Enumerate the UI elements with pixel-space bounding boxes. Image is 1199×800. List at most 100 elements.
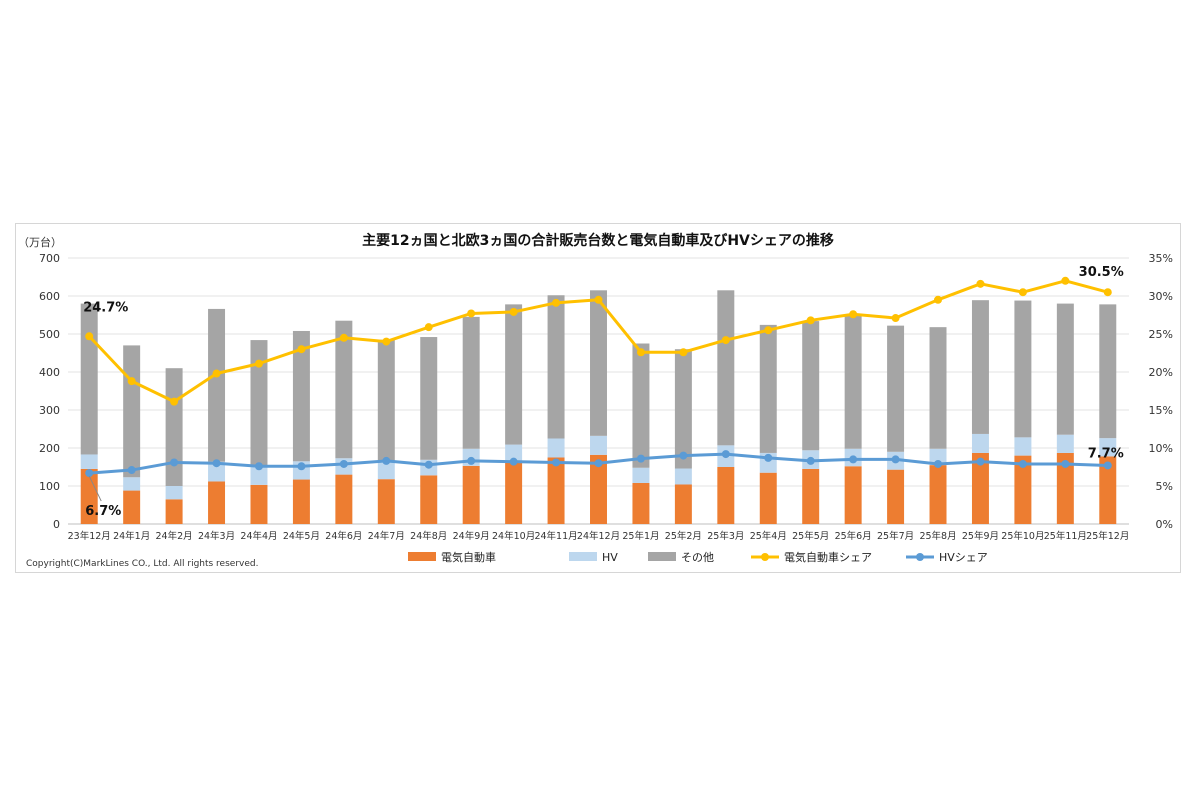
hv-share-point: [85, 469, 94, 478]
bar-other: [759, 324, 777, 453]
x-tick-label: 23年12月: [68, 530, 111, 542]
copyright-text: Copyright(C)MarkLines CO., Ltd. All righ…: [26, 559, 258, 569]
bar-other: [887, 325, 905, 452]
x-tick-label: 25年6月: [835, 530, 872, 542]
bar-hv: [1099, 438, 1117, 457]
bar-ev: [590, 454, 607, 524]
x-tick-label: 25年5月: [792, 530, 829, 542]
bar-other: [802, 321, 820, 451]
x-tick-label: 24年3月: [198, 530, 235, 542]
hv-share-point: [1103, 461, 1112, 470]
bar-other: [632, 343, 650, 468]
annotation-leader-line: [88, 475, 102, 502]
x-tick-label: 24年2月: [156, 530, 193, 542]
bar-hv: [929, 448, 947, 466]
x-tick-label: 25年4月: [750, 530, 787, 542]
bar-other: [674, 349, 692, 469]
bar-other: [462, 316, 480, 449]
bar-other: [1099, 304, 1117, 439]
ev-share-point: [297, 345, 306, 354]
legend-label: HVシェア: [939, 551, 988, 564]
bar-ev: [844, 466, 862, 524]
hv-share-point: [424, 460, 433, 469]
x-tick-label: 24年12月: [577, 530, 620, 542]
y-tick-label: 700: [39, 252, 60, 265]
hv-share-point: [891, 455, 900, 464]
y-axis-unit-label: （万台）: [18, 235, 62, 249]
legend-label: 電気自動車シェア: [784, 550, 872, 564]
legend-swatch: [408, 552, 436, 561]
ev-share-point: [254, 359, 263, 368]
x-tick-label: 24年11月: [534, 530, 577, 542]
x-tick-label: 25年12月: [1086, 530, 1129, 542]
bar-ev: [929, 465, 947, 524]
y-tick-label: 200: [39, 442, 60, 455]
ev-share-point: [339, 333, 348, 342]
x-tick-label: 24年5月: [283, 530, 320, 542]
x-tick-label: 25年8月: [919, 530, 956, 542]
hv-share-point: [976, 457, 985, 466]
ev-share-point: [764, 326, 773, 335]
bar-ev: [420, 475, 438, 524]
y-tick-label: 400: [39, 366, 60, 379]
bar-ev: [250, 484, 268, 524]
hv-share-point: [509, 457, 518, 466]
x-tick-label: 25年10月: [1001, 530, 1044, 542]
legend-swatch: [569, 552, 597, 561]
y-tick-label: 0: [53, 518, 60, 531]
bar-hv: [123, 477, 141, 491]
bar-ev: [802, 468, 820, 524]
bar-hv: [632, 467, 650, 483]
share-lines: [85, 276, 1112, 478]
y2-tick-label: 0%: [1156, 518, 1173, 531]
bar-hv: [505, 444, 523, 463]
bar-other: [165, 368, 183, 486]
bar-ev: [335, 474, 353, 524]
bar-hv: [377, 461, 395, 480]
hv-share-point: [721, 450, 730, 459]
bar-ev: [759, 472, 777, 524]
bar-other: [505, 304, 523, 445]
x-tick-label: 25年9月: [962, 530, 999, 542]
y2-tick-label: 20%: [1149, 366, 1173, 379]
x-tick-label: 24年6月: [325, 530, 362, 542]
x-tick-label: 24年7月: [368, 530, 405, 542]
hv-share-point: [764, 453, 773, 462]
bar-hv: [971, 433, 989, 453]
ev-share-point: [467, 309, 476, 318]
bars: [80, 290, 1117, 524]
hv-share-point: [806, 456, 815, 465]
bar-ev: [80, 468, 98, 524]
annotations: 24.7% 6.7% 30.5% 7.7%: [83, 265, 1124, 519]
bar-hv: [250, 465, 268, 485]
hv-share-point: [636, 454, 645, 463]
bar-hv: [590, 435, 607, 455]
bar-other: [80, 303, 98, 455]
y2-tick-label: 15%: [1149, 404, 1173, 417]
bar-other: [377, 339, 395, 462]
bar-other: [292, 330, 310, 462]
hv-share-point: [297, 462, 306, 471]
x-tick-label: 25年3月: [707, 530, 744, 542]
ev-share-point: [552, 298, 561, 307]
hv-share-point: [849, 455, 858, 464]
hv-share-point: [552, 458, 561, 467]
annotation-label: 6.7%: [85, 504, 121, 519]
axes: 0 100 200 300 400 500 600 700 0% 5% 10% 15% 20% 25% 30…: [39, 252, 1173, 542]
y-tick-label: 100: [39, 480, 60, 493]
x-tick-label: 24年4月: [240, 530, 277, 542]
bar-other: [547, 295, 565, 439]
bar-other: [250, 340, 268, 466]
ev-share-point: [891, 314, 900, 323]
bar-ev: [717, 467, 735, 524]
y2-tick-label: 5%: [1156, 480, 1173, 493]
bar-ev: [1099, 456, 1117, 524]
bar-other: [844, 315, 862, 449]
hv-share-point: [594, 459, 603, 468]
y-tick-label: 500: [39, 328, 60, 341]
ev-share-point: [679, 348, 688, 357]
annotation-label: 24.7%: [83, 300, 128, 315]
bar-hv: [1056, 434, 1074, 453]
bar-hv: [547, 438, 565, 458]
ev-share-point: [85, 332, 94, 341]
